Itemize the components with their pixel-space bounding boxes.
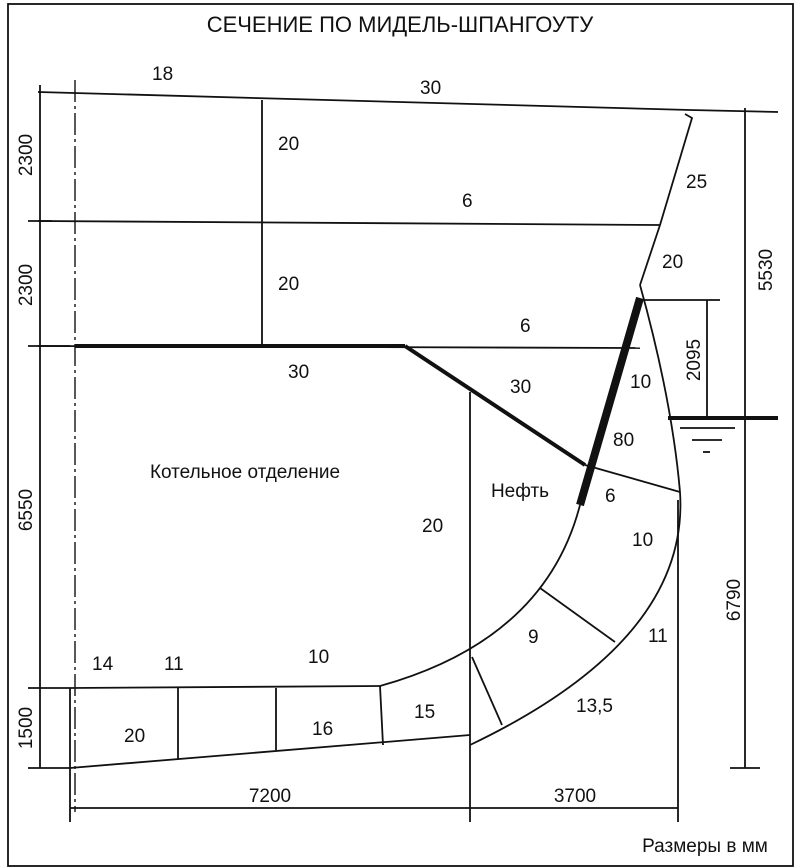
dim-left-2: 2300 — [16, 264, 37, 306]
upper-deck — [37, 91, 779, 113]
dim-left-3: 6550 — [16, 489, 37, 531]
svg-text:6: 6 — [520, 316, 531, 337]
dim-right-total: 5530 — [756, 249, 777, 291]
svg-text:11: 11 — [164, 654, 184, 675]
svg-text:20: 20 — [662, 252, 683, 273]
svg-text:6: 6 — [462, 191, 473, 212]
floor — [379, 685, 384, 746]
units-note: Размеры в мм — [642, 836, 768, 857]
side-shell-upper — [639, 113, 694, 286]
svg-text:30: 30 — [420, 78, 441, 99]
side-shell-bulge — [639, 284, 681, 493]
svg-text:30: 30 — [288, 362, 309, 383]
longitudinal-bulkhead — [576, 296, 644, 507]
dim-draft: 2095 — [684, 339, 705, 381]
tank-top — [584, 464, 681, 493]
svg-text:10: 10 — [630, 372, 651, 393]
svg-text:20: 20 — [124, 726, 145, 747]
waterline-symbol — [668, 416, 778, 453]
svg-text:14: 14 — [92, 654, 114, 675]
bilge-inner — [379, 504, 581, 687]
dim-left-1: 2300 — [16, 134, 37, 176]
thickness-labels: 18 30 20 25 6 20 20 6 30 10 30 80 6 20 1… — [92, 64, 707, 747]
dim-bottom-right: 3700 — [554, 786, 596, 807]
svg-text:9: 9 — [528, 627, 539, 648]
svg-text:80: 80 — [613, 430, 634, 451]
dim-right-lower: 6790 — [724, 579, 745, 621]
svg-text:10: 10 — [308, 647, 329, 668]
boiler-room-label: Котельное отделение — [150, 462, 340, 483]
svg-text:20: 20 — [422, 516, 443, 537]
svg-text:20: 20 — [278, 134, 299, 155]
dim-left-4: 1500 — [16, 707, 37, 749]
svg-text:11: 11 — [648, 626, 668, 647]
inner-bottom — [69, 685, 381, 689]
frame-border — [7, 3, 794, 867]
second-deck — [37, 220, 661, 226]
svg-text:20: 20 — [278, 274, 299, 295]
svg-text:18: 18 — [152, 64, 173, 85]
bracket — [539, 587, 616, 643]
dimension-lines — [28, 85, 760, 822]
diagram-title: СЕЧЕНИЕ ПО МИДЕЛЬ-ШПАНГОУТУ — [207, 12, 595, 37]
svg-text:15: 15 — [414, 702, 435, 723]
oil-label: Нефть — [491, 481, 549, 502]
dim-bottom-left: 7200 — [249, 786, 291, 807]
svg-text:10: 10 — [632, 530, 653, 551]
svg-text:25: 25 — [686, 172, 707, 193]
svg-text:13,5: 13,5 — [576, 696, 613, 717]
bottom-shell — [69, 734, 471, 769]
structure-lines — [37, 80, 779, 812]
svg-text:16: 16 — [312, 719, 333, 740]
svg-text:30: 30 — [510, 377, 531, 398]
bracket — [471, 656, 503, 726]
sloping-plate — [403, 344, 587, 467]
svg-text:6: 6 — [605, 486, 616, 507]
